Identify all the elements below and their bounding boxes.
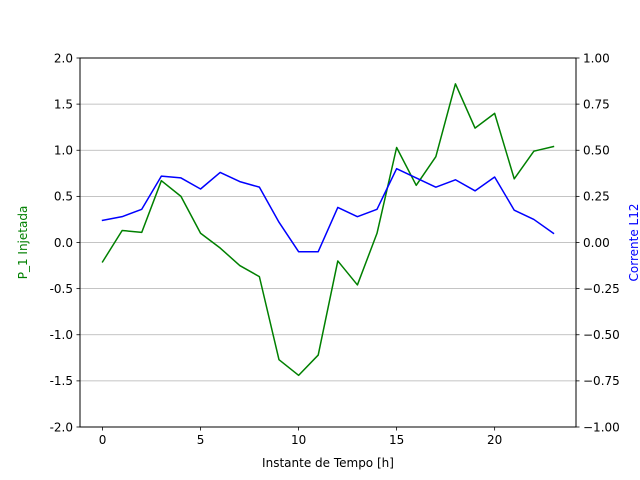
y-left-axis: -2.0 -1.5 -1.0 -0.5 0.0 0.5 1.0 1.5 2.0 [50,51,80,434]
series-layer [101,83,555,377]
x-axis: 0 5 10 15 20 [99,427,502,447]
y-right-tick-label: 0.00 [583,236,610,250]
y-right-axis-label: Corrente L12 [627,204,640,282]
x-tick-label: 15 [389,433,404,447]
y-right-tick-label: −0.75 [583,374,620,388]
y-left-tick-label: -2.0 [50,420,73,434]
y-right-tick-label: 0.50 [583,144,610,158]
y-left-tick-label: 1.0 [54,144,73,158]
series-line-1 [101,167,555,253]
x-tick-label: 20 [487,433,502,447]
series-line-0 [101,83,555,377]
y-left-tick-label: 2.0 [54,51,73,65]
y-left-tick-label: 0.0 [54,236,73,250]
y-left-tick-label: -1.5 [50,374,73,388]
y-left-tick-label: -0.5 [50,282,73,296]
y-right-tick-label: 0.25 [583,190,610,204]
y-left-axis-label: P_1 Injetada [16,206,30,280]
y-right-tick-label: 0.75 [583,97,610,111]
y-right-tick-label: −0.25 [583,282,620,296]
y-right-tick-label: −0.50 [583,328,620,342]
y-right-axis: −1.00 −0.75 −0.50 −0.25 0.00 0.25 0.50 0.75 1.00 [576,51,620,434]
gridlines [80,57,576,428]
x-tick-label: 10 [291,433,306,447]
x-tick-label: 5 [197,433,205,447]
y-left-tick-label: -1.0 [50,328,73,342]
x-tick-label: 0 [99,433,107,447]
y-right-tick-label: −1.00 [583,420,620,434]
x-axis-label: Instante de Tempo [h] [262,456,394,470]
y-left-tick-label: 0.5 [54,190,73,204]
y-left-tick-label: 1.5 [54,97,73,111]
y-right-tick-label: 1.00 [583,51,610,65]
